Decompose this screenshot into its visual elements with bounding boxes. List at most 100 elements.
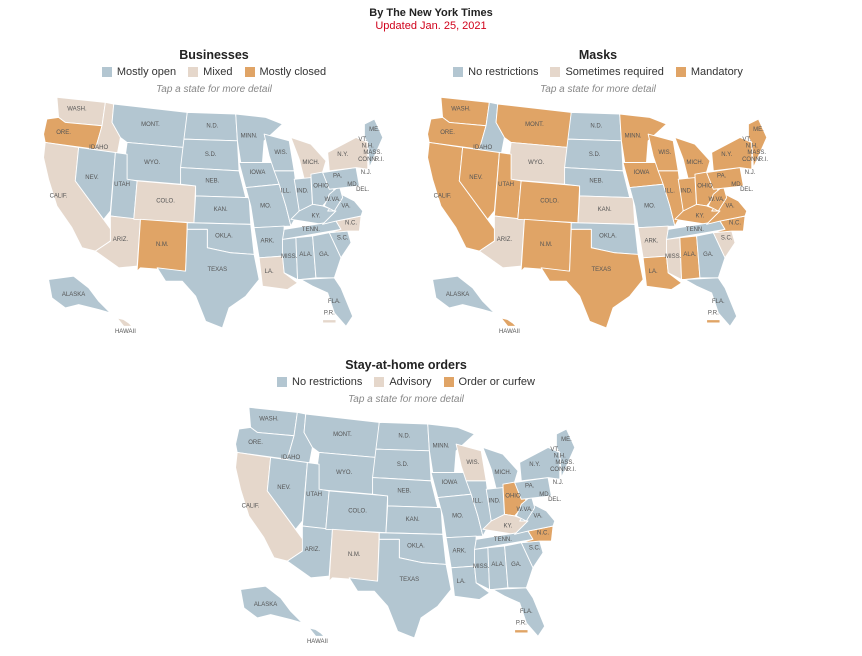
state-va[interactable]	[706, 193, 748, 225]
state-label-fl: FLA.	[328, 299, 341, 305]
legend-swatch	[188, 67, 199, 77]
state-label-or: ORE.	[248, 440, 263, 446]
state-label-va: VA.	[725, 204, 735, 210]
state-label-la: LA.	[265, 269, 274, 275]
state-label-ct: CONN.	[550, 467, 570, 473]
state-label-sd: S.D.	[397, 462, 409, 468]
state-label-ri: R.I.	[375, 157, 385, 163]
state-nv[interactable]	[266, 457, 308, 530]
state-label-wa: WASH.	[67, 107, 87, 113]
state-ny[interactable]	[327, 136, 369, 172]
state-label-il: ILL.	[473, 499, 483, 505]
state-label-mt: MONT.	[141, 122, 160, 128]
state-label-de: DEL.	[548, 497, 562, 503]
state-mn[interactable]	[235, 113, 283, 163]
state-pr[interactable]	[514, 629, 529, 634]
legend-swatch	[443, 377, 454, 387]
masks-hint: Tap a state for more detail	[540, 84, 656, 95]
state-pr[interactable]	[322, 319, 337, 324]
state-label-co: COLO.	[156, 199, 175, 205]
state-mn[interactable]	[427, 423, 475, 473]
state-tx[interactable]	[156, 228, 260, 329]
state-ms[interactable]	[666, 237, 683, 280]
state-ny[interactable]	[711, 136, 753, 172]
state-label-ks: KAN.	[406, 517, 420, 523]
state-label-wi: WIS.	[658, 150, 671, 156]
businesses-panel: Businesses Mostly open Mixed Mostly closed T…	[28, 46, 400, 346]
state-label-sd: S.D.	[589, 152, 601, 158]
state-label-az: ARIZ.	[305, 547, 321, 553]
state-label-tx: TEXAS	[591, 267, 611, 273]
state-nv[interactable]	[458, 147, 500, 220]
legend-label: Order or curfew	[458, 376, 535, 388]
state-label-in: IND.	[681, 189, 693, 195]
state-ne_region[interactable]	[555, 428, 576, 478]
state-label-ar: ARK.	[260, 239, 274, 245]
state-label-hi: HAWAII	[115, 329, 136, 335]
state-label-mo: MO.	[260, 204, 272, 210]
state-label-nj: N.J.	[745, 170, 756, 176]
legend-item: Mixed	[188, 66, 233, 78]
state-ga[interactable]	[504, 542, 534, 589]
state-tx[interactable]	[540, 228, 644, 329]
state-pr[interactable]	[706, 319, 721, 324]
state-label-vt: VT.	[358, 137, 367, 143]
state-label-mn: MINN.	[625, 133, 642, 139]
state-va[interactable]	[514, 503, 556, 535]
state-label-pr: P.R.	[324, 311, 335, 317]
state-nv[interactable]	[74, 147, 116, 220]
legend-label: No restrictions	[292, 376, 363, 388]
state-label-ne: NEB.	[589, 179, 603, 185]
state-il[interactable]	[273, 170, 300, 227]
state-mn[interactable]	[619, 113, 667, 163]
state-ga[interactable]	[696, 232, 726, 279]
updated-date: Updated Jan. 25, 2021	[375, 20, 487, 32]
state-label-ne: NEB.	[397, 489, 411, 495]
state-label-ma: MASS.	[363, 150, 382, 156]
state-hi[interactable]	[500, 317, 517, 327]
state-label-fl: FLA.	[520, 609, 533, 615]
state-label-nv: NEV.	[277, 485, 291, 491]
state-hi[interactable]	[116, 317, 133, 327]
state-va[interactable]	[322, 193, 364, 225]
state-label-ak: ALASKA	[446, 292, 469, 298]
state-label-oh: OHIO	[505, 494, 521, 500]
legend-swatch	[550, 67, 561, 77]
state-ne_region[interactable]	[747, 118, 768, 168]
state-ak[interactable]	[240, 585, 303, 624]
state-label-az: ARIZ.	[113, 237, 129, 243]
state-ms[interactable]	[282, 237, 299, 280]
state-il[interactable]	[657, 170, 684, 227]
state-il[interactable]	[465, 480, 492, 537]
state-ny[interactable]	[519, 446, 561, 482]
businesses-map: WASH. ORE. CALIF. IDAHO MONT. WYO. NEV. UTAH ARI…	[43, 96, 385, 335]
state-fl[interactable]	[492, 587, 546, 637]
state-label-mi: MICH.	[302, 160, 319, 166]
state-fl[interactable]	[684, 277, 738, 327]
masks-panel: Masks No restrictions Sometimes required Ma…	[412, 46, 784, 346]
legend-label: Mixed	[203, 66, 233, 78]
state-label-vt: VT.	[550, 447, 559, 453]
businesses-legend: Mostly open Mixed Mostly closed	[28, 66, 400, 78]
state-fl[interactable]	[300, 277, 354, 327]
legend-item: Sometimes required	[550, 66, 664, 78]
state-ak[interactable]	[432, 275, 495, 314]
state-hi[interactable]	[308, 627, 325, 637]
state-label-nm: N.M.	[540, 242, 553, 248]
state-label-de: DEL.	[356, 187, 370, 193]
legend-label: Sometimes required	[565, 66, 664, 78]
state-ak[interactable]	[48, 275, 111, 314]
state-tx[interactable]	[348, 538, 452, 639]
stayhome-panel: Stay-at-home orders No restrictions Adviso…	[220, 356, 592, 656]
state-ga[interactable]	[312, 232, 342, 279]
state-label-ok: OKLA.	[215, 234, 233, 240]
state-ms[interactable]	[474, 547, 491, 590]
masks-legend: No restrictions Sometimes required Mandato…	[412, 66, 784, 78]
state-label-pa: PA.	[717, 174, 727, 180]
legend-label: Mandatory	[690, 66, 743, 78]
state-label-ny: N.Y.	[337, 152, 348, 158]
state-label-pr: P.R.	[516, 621, 527, 627]
state-ne_region[interactable]	[363, 118, 384, 168]
legend-swatch	[675, 67, 686, 77]
legend-item: Mostly closed	[244, 66, 326, 78]
